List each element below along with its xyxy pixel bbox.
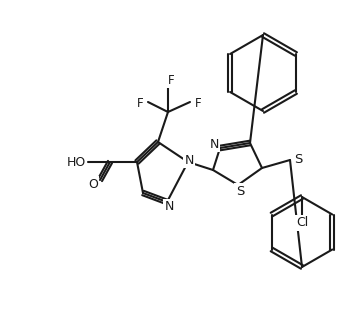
Text: S: S xyxy=(294,153,302,165)
Text: F: F xyxy=(137,97,143,109)
Text: Cl: Cl xyxy=(296,217,308,229)
Text: HO: HO xyxy=(66,156,86,169)
Text: S: S xyxy=(236,185,244,197)
Text: N: N xyxy=(209,138,219,150)
Text: N: N xyxy=(164,201,174,213)
Text: F: F xyxy=(168,74,174,86)
Text: N: N xyxy=(184,154,194,166)
Text: F: F xyxy=(195,97,201,109)
Text: O: O xyxy=(88,178,98,190)
